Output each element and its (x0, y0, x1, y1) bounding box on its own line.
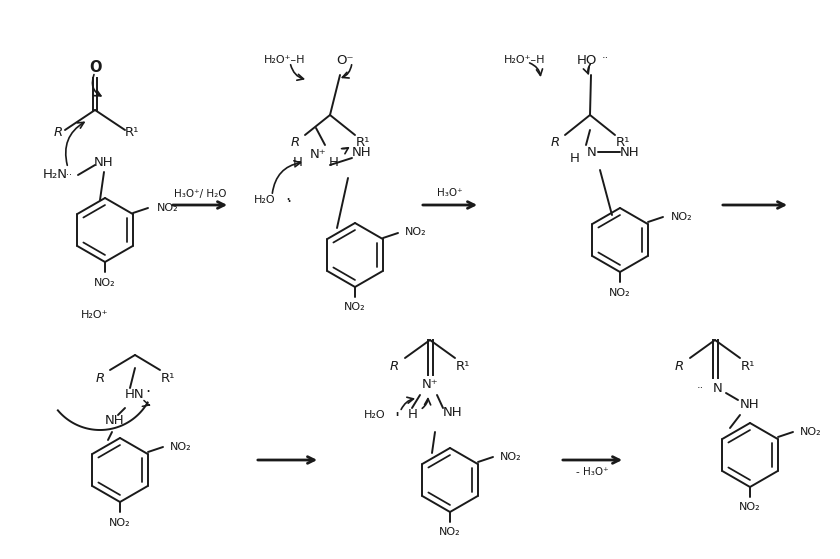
Text: ·: · (395, 406, 400, 421)
Text: R¹: R¹ (616, 136, 630, 149)
Text: NO₂: NO₂ (109, 518, 131, 528)
Text: R: R (675, 359, 684, 372)
Text: NO₂: NO₂ (439, 527, 461, 537)
Text: - H₃O⁺: - H₃O⁺ (575, 467, 608, 477)
Text: NO₂: NO₂ (609, 288, 631, 298)
Text: H: H (329, 157, 339, 169)
Text: O: O (89, 60, 102, 75)
Text: HO: HO (577, 54, 597, 67)
Text: HN: HN (125, 389, 144, 401)
Text: R¹: R¹ (741, 359, 755, 372)
Text: R¹: R¹ (356, 136, 370, 149)
Text: H: H (570, 151, 580, 164)
Text: NO₂: NO₂ (739, 502, 761, 512)
Text: ··: ·· (696, 383, 704, 393)
Text: NO₂: NO₂ (405, 227, 427, 237)
Text: R: R (291, 136, 300, 149)
Text: NH: NH (620, 145, 640, 159)
Text: NO₂: NO₂ (94, 278, 116, 288)
Text: H₂O⁺–H: H₂O⁺–H (265, 55, 306, 65)
Text: O⁻: O⁻ (336, 54, 354, 67)
Text: NH: NH (352, 145, 372, 159)
Text: N: N (587, 145, 597, 159)
Text: NO₂: NO₂ (671, 212, 693, 222)
Text: NH: NH (105, 414, 125, 427)
Text: H₂O⁺: H₂O⁺ (81, 310, 108, 320)
Text: R¹: R¹ (456, 359, 470, 372)
Text: ·: · (286, 192, 291, 207)
Text: R: R (96, 372, 105, 385)
Text: H: H (293, 157, 303, 169)
Text: ··: ·· (601, 53, 609, 63)
Text: H₂N: H₂N (43, 168, 67, 182)
Text: NO₂: NO₂ (344, 302, 365, 312)
Text: R¹: R¹ (160, 372, 176, 385)
Text: R: R (54, 126, 63, 140)
Text: NH: NH (444, 405, 463, 419)
Text: H₂O⁺–H: H₂O⁺–H (504, 55, 546, 65)
Text: ·: · (286, 195, 291, 210)
Text: H₂O: H₂O (365, 410, 386, 420)
Text: H₂O: H₂O (255, 195, 276, 205)
Text: NO₂: NO₂ (500, 452, 522, 462)
Text: ·: · (145, 386, 150, 400)
Text: NO₂: NO₂ (801, 427, 822, 437)
Text: N: N (713, 381, 723, 395)
Text: H₃O⁺/ H₂O: H₃O⁺/ H₂O (174, 189, 226, 199)
Text: NH: NH (740, 399, 760, 411)
Text: N⁺: N⁺ (422, 378, 438, 391)
Text: ·: · (395, 409, 400, 424)
Text: H: H (408, 409, 418, 421)
Text: NH: NH (94, 155, 113, 168)
Text: ··: ·· (66, 170, 72, 180)
Text: N⁺: N⁺ (310, 149, 326, 162)
Text: R: R (550, 136, 559, 149)
Text: R: R (390, 359, 399, 372)
Text: NO₂: NO₂ (171, 442, 192, 452)
Text: H₃O⁺: H₃O⁺ (437, 188, 463, 198)
Text: NO₂: NO₂ (157, 203, 179, 213)
Text: R¹: R¹ (125, 126, 139, 140)
